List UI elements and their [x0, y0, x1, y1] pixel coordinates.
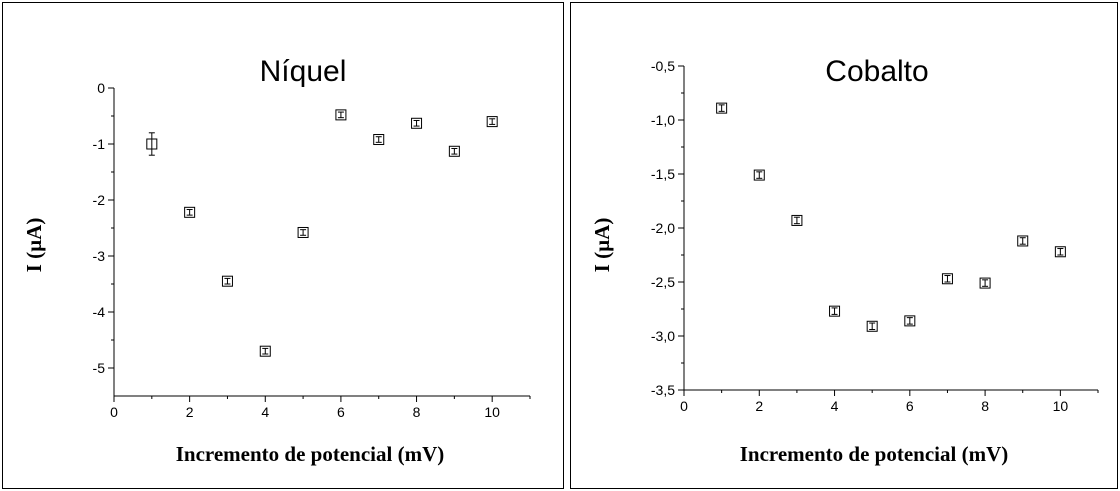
y-tick-label: -3,5	[651, 382, 675, 398]
marker-square	[259, 345, 271, 357]
data-point	[791, 214, 803, 226]
y-tick-label: -3,0	[651, 328, 675, 344]
marker-square	[979, 277, 991, 289]
marker-square	[716, 102, 728, 114]
x-axis-label: Incremento de potencial (mV)	[740, 442, 1008, 466]
data-point	[373, 134, 385, 146]
y-axis-label: I (µA)	[22, 218, 46, 273]
marker-square	[1017, 235, 1029, 247]
marker-square	[829, 305, 841, 317]
y-tick-label: -1,5	[651, 166, 675, 182]
y-tick-label: -0,5	[651, 58, 675, 74]
chart-panel-cobalto: Cobalto Incremento de potencial (mV) I (…	[570, 2, 1118, 489]
marker-square	[146, 138, 158, 150]
marker-square	[866, 320, 878, 332]
data-point	[486, 116, 498, 128]
data-point	[753, 169, 765, 181]
marker-square	[791, 214, 803, 226]
y-tick-label: 0	[97, 80, 105, 96]
y-tick-label: -1	[93, 136, 106, 152]
x-tick-label: 10	[1053, 398, 1069, 414]
x-tick-label: 6	[337, 404, 345, 420]
data-point	[297, 226, 309, 238]
marker-square	[486, 116, 498, 128]
x-tick-label: 8	[413, 404, 421, 420]
marker-square	[335, 109, 347, 121]
data-point	[1017, 235, 1029, 247]
x-tick-label: 2	[186, 404, 194, 420]
marker-square	[1054, 246, 1066, 258]
marker-square	[184, 206, 196, 218]
chart-title: Cobalto	[825, 55, 928, 88]
chart-title: Níquel	[260, 55, 347, 88]
y-tick-label: -2,0	[651, 220, 675, 236]
y-tick-label: -5	[93, 360, 106, 376]
y-tick-label: -3	[93, 248, 106, 264]
marker-square	[297, 226, 309, 238]
marker-square	[753, 169, 765, 181]
marker-square	[941, 273, 953, 285]
marker-square	[373, 134, 385, 146]
marker-square	[411, 117, 423, 129]
data-point	[411, 117, 423, 129]
y-axis-label: I (µA)	[590, 218, 614, 273]
y-tick-label: -2	[93, 192, 106, 208]
y-tick-label: -1,0	[651, 112, 675, 128]
x-tick-label: 10	[484, 404, 500, 420]
marker-square	[904, 315, 916, 327]
y-tick-label: -4	[93, 304, 106, 320]
data-point	[1054, 246, 1066, 258]
data-point	[259, 345, 271, 357]
data-point	[904, 315, 916, 327]
x-tick-label: 4	[261, 404, 269, 420]
data-point	[335, 109, 347, 121]
chart-cobalto: Cobalto Incremento de potencial (mV) I (…	[590, 55, 1099, 466]
data-point	[979, 277, 991, 289]
x-tick-label: 2	[755, 398, 763, 414]
data-point	[146, 132, 158, 156]
data-point	[866, 320, 878, 332]
data-point	[221, 275, 233, 287]
data-point	[716, 102, 728, 114]
x-tick-label: 0	[680, 398, 688, 414]
data-point	[184, 206, 196, 218]
chart-panel-niquel: Níquel Incremento de potencial (mV) I (µ…	[2, 2, 564, 489]
data-point	[448, 145, 460, 157]
data-point	[829, 305, 841, 317]
data-point	[941, 273, 953, 285]
x-tick-label: 8	[981, 398, 989, 414]
x-tick-label: 4	[831, 398, 839, 414]
x-tick-label: 0	[110, 404, 118, 420]
chart-niquel: Níquel Incremento de potencial (mV) I (µ…	[22, 55, 531, 466]
x-tick-label: 6	[906, 398, 914, 414]
x-axis-label: Incremento de potencial (mV)	[176, 442, 444, 466]
marker-square	[448, 145, 460, 157]
y-tick-label: -2,5	[651, 274, 675, 290]
marker-square	[221, 275, 233, 287]
